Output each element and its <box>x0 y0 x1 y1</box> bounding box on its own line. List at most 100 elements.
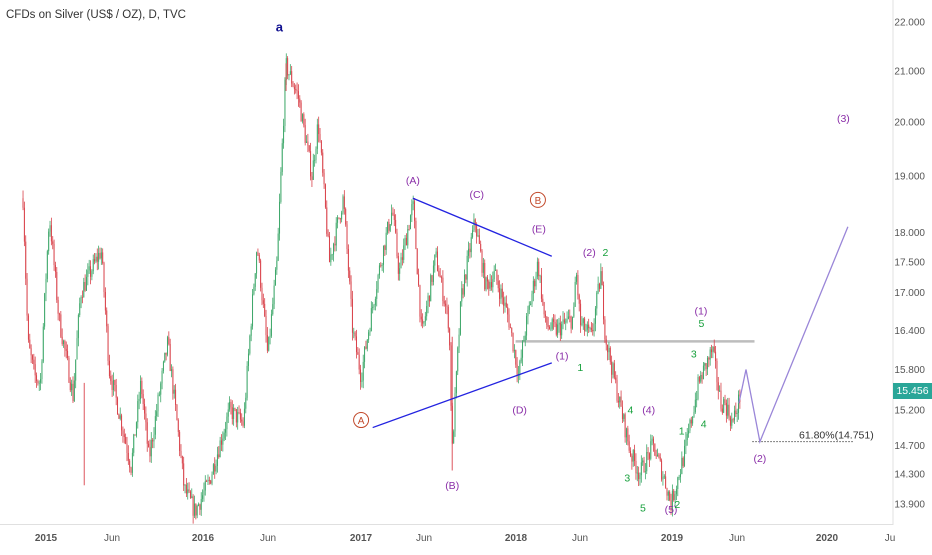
candle <box>593 318 595 337</box>
candle <box>404 234 406 250</box>
candle-body <box>350 281 352 299</box>
candle <box>268 336 270 352</box>
candle <box>215 459 217 475</box>
candle-body <box>354 332 356 337</box>
candle-body <box>129 460 131 468</box>
candle-body <box>315 148 317 160</box>
candle <box>524 331 526 347</box>
candle <box>295 84 297 94</box>
candle-body <box>697 377 699 399</box>
candle <box>99 247 101 260</box>
x-tick-label: 2018 <box>505 533 528 544</box>
candle <box>692 416 694 426</box>
candle-body <box>659 457 661 461</box>
candle-body <box>341 212 343 220</box>
wave-label-text: 4 <box>701 419 707 431</box>
candle-body <box>63 340 65 345</box>
candle <box>100 247 102 265</box>
candle-body <box>112 379 114 391</box>
candle-body <box>220 440 222 445</box>
candle <box>725 399 727 423</box>
wave-label-text: 3 <box>624 473 630 485</box>
candle-body <box>519 361 521 374</box>
candle <box>254 272 256 291</box>
candle-body <box>432 265 434 282</box>
candle-body <box>684 445 686 466</box>
candle-body <box>291 71 293 84</box>
candle-body <box>111 381 113 391</box>
candle <box>131 448 133 477</box>
candle-body <box>280 171 282 202</box>
candle <box>34 356 36 383</box>
candle-body <box>713 346 715 352</box>
candle-body <box>212 464 214 475</box>
wave-label: 1 <box>577 362 583 374</box>
candle <box>505 295 507 308</box>
candle-body <box>145 413 147 423</box>
candle <box>391 204 393 226</box>
projection-layer <box>738 226 849 444</box>
candle <box>318 116 320 143</box>
candle-body <box>378 265 380 276</box>
candle <box>563 312 565 325</box>
x-tick-label: 2019 <box>661 533 684 544</box>
candle-body <box>408 229 410 230</box>
candle <box>647 447 649 461</box>
candle <box>393 209 395 227</box>
candle <box>559 315 561 341</box>
candle-body <box>138 398 140 402</box>
candle <box>307 133 309 153</box>
candle-body <box>270 314 272 336</box>
wave-label-text: (4) <box>642 405 655 417</box>
candle-body <box>627 428 629 442</box>
candle-body <box>334 243 336 246</box>
candle <box>311 172 313 187</box>
candle <box>38 380 40 391</box>
candle <box>596 290 598 316</box>
candle <box>711 344 713 359</box>
candle-body <box>195 503 197 516</box>
candle-body <box>80 296 82 304</box>
candle-body <box>42 326 44 362</box>
candle-body <box>68 357 70 383</box>
candle <box>601 266 603 286</box>
candle <box>735 402 737 418</box>
candle <box>198 502 200 507</box>
candle-body <box>662 476 664 480</box>
wave-label-text: (A) <box>406 175 420 187</box>
candle <box>269 328 271 345</box>
candle <box>134 434 136 436</box>
candle <box>354 331 356 341</box>
candle <box>439 268 441 278</box>
candle <box>566 311 568 324</box>
candle-body <box>544 314 546 317</box>
candle-body <box>657 454 659 457</box>
candle <box>139 375 141 404</box>
candle-body <box>612 363 614 375</box>
candle-body <box>675 489 677 495</box>
y-axis[interactable]: 13.900 14.300 14.700 15.200 15.800 16.400 17.0… <box>892 0 925 525</box>
candle <box>411 199 413 223</box>
candle-body <box>22 198 24 208</box>
candle <box>75 359 77 389</box>
candle-body <box>522 341 524 358</box>
candle-body <box>323 172 325 185</box>
candle <box>430 273 432 302</box>
x-axis[interactable]: 2015 Jun 2016 Jun 2017 Jun 2018 Jun 2019 Jun 2020 J… <box>0 524 895 545</box>
candle <box>549 325 551 330</box>
candle-body <box>523 339 525 342</box>
candle-body <box>445 303 447 306</box>
candle <box>64 339 66 357</box>
candle-body <box>589 327 591 329</box>
y-tick-label: 17.000 <box>894 288 925 299</box>
candle-body <box>193 503 195 516</box>
y-tick-label: 17.500 <box>894 258 925 269</box>
candle-body <box>436 251 438 271</box>
candle <box>408 224 410 231</box>
candle <box>114 379 116 392</box>
candle <box>724 394 726 406</box>
candle-body <box>38 382 40 384</box>
candle-body <box>169 344 171 371</box>
